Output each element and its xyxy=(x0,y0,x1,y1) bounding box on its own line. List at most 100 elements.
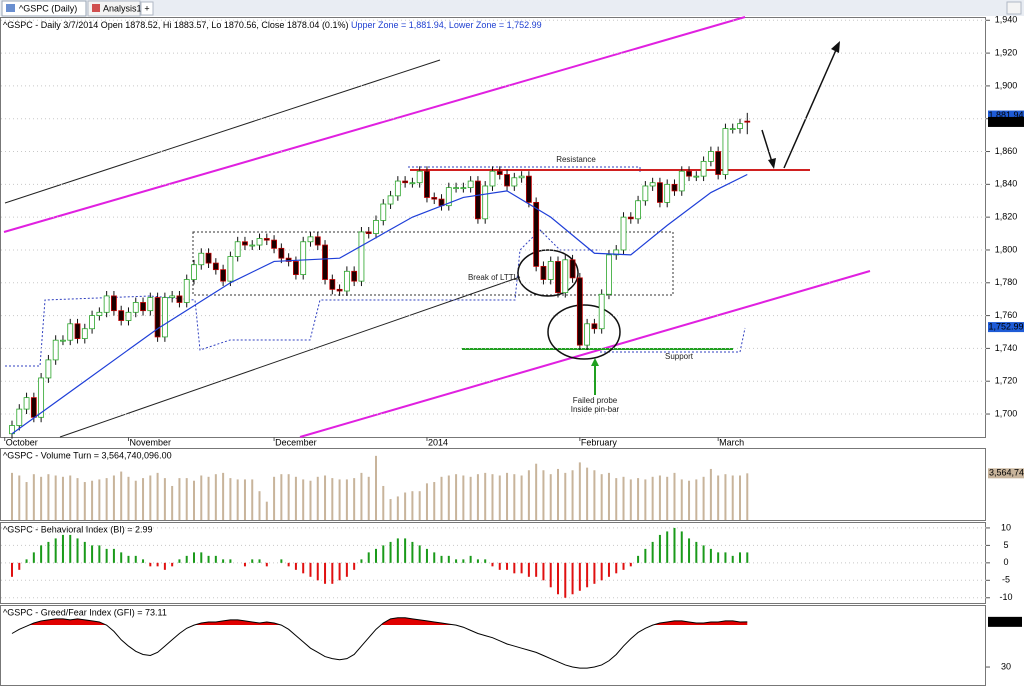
bar xyxy=(731,475,734,520)
candle-body xyxy=(431,197,438,200)
chart-title: ^GSPC - Behavioral Index (BI) = 2.99 xyxy=(3,524,153,534)
tab[interactable] xyxy=(1,0,87,17)
bar xyxy=(520,475,523,520)
bar xyxy=(178,478,181,520)
bar xyxy=(134,480,137,520)
bar xyxy=(200,475,203,520)
bar xyxy=(142,559,145,563)
bar xyxy=(338,562,341,581)
candle-body xyxy=(729,128,736,130)
bar xyxy=(455,474,458,520)
bar xyxy=(105,548,108,563)
bar xyxy=(105,478,108,520)
bar xyxy=(382,545,385,563)
highlight-ellipse[interactable] xyxy=(517,249,579,297)
highlight-ellipse[interactable] xyxy=(547,304,621,360)
bar xyxy=(418,491,421,520)
bar xyxy=(476,559,479,563)
candle-body xyxy=(722,128,729,175)
bar xyxy=(69,534,72,563)
close-button[interactable] xyxy=(1006,1,1022,15)
bar xyxy=(615,478,618,520)
candle-body xyxy=(118,310,125,321)
candle-body xyxy=(635,200,641,220)
arrow[interactable] xyxy=(783,49,837,169)
candle-body xyxy=(81,328,88,339)
trend-line[interactable] xyxy=(4,59,441,204)
bar xyxy=(637,478,640,520)
price-label-bg xyxy=(988,110,1024,121)
bar xyxy=(324,475,327,520)
candle-body xyxy=(45,359,52,379)
candle-body xyxy=(322,244,328,280)
bar xyxy=(258,491,261,520)
candle-body xyxy=(300,241,307,275)
bar xyxy=(469,476,472,520)
candle-body xyxy=(467,180,474,189)
bar xyxy=(513,474,516,520)
candle-body xyxy=(351,270,358,282)
bar xyxy=(47,474,50,520)
bar xyxy=(91,480,94,520)
bar xyxy=(425,483,428,520)
candle-body xyxy=(38,377,45,418)
bar xyxy=(367,476,370,520)
trend-channel-line[interactable] xyxy=(299,270,871,438)
x-tick-label: March xyxy=(719,437,744,447)
bar xyxy=(171,562,174,567)
arrow-head xyxy=(591,358,599,366)
bar xyxy=(600,562,603,581)
candle-body xyxy=(60,339,66,342)
annotation: Failed probe xyxy=(573,396,618,405)
bar xyxy=(265,562,268,567)
bar xyxy=(302,479,305,520)
bar xyxy=(375,455,377,520)
bar xyxy=(527,562,530,577)
candle-body xyxy=(191,264,197,280)
bar xyxy=(345,562,348,577)
candle-body xyxy=(161,297,168,338)
tab-label[interactable]: Analysis1 xyxy=(103,3,142,13)
bar xyxy=(331,562,334,584)
bar xyxy=(229,559,232,563)
bar xyxy=(498,475,501,520)
bar xyxy=(316,476,319,520)
bar xyxy=(61,476,64,520)
bar xyxy=(76,478,79,520)
y-tick-label: 1,700 xyxy=(995,408,1018,418)
candle-body xyxy=(307,236,314,243)
line xyxy=(11,617,748,669)
price-label: 1,881.94 xyxy=(988,110,1023,120)
bar xyxy=(564,472,567,520)
tab-icon xyxy=(92,4,100,12)
y-tick-label: 1,760 xyxy=(995,310,1018,320)
bar xyxy=(207,476,210,520)
range-box[interactable] xyxy=(192,231,674,296)
tab[interactable] xyxy=(87,0,141,17)
candle-body xyxy=(74,323,81,339)
tab-label[interactable]: ^GSPC (Daily) xyxy=(19,3,77,13)
bar xyxy=(112,548,115,563)
bar xyxy=(127,555,130,563)
bar xyxy=(185,555,188,563)
bar xyxy=(185,478,188,520)
candle-body xyxy=(613,249,620,256)
bar xyxy=(360,472,363,520)
arrow[interactable] xyxy=(761,129,773,163)
y-tick-label: 1,920 xyxy=(995,47,1018,57)
trend-line[interactable] xyxy=(59,276,521,438)
new-tab-icon[interactable]: + xyxy=(144,3,149,13)
bar xyxy=(149,562,152,567)
new-tab-button[interactable] xyxy=(140,1,154,16)
bar xyxy=(243,562,246,567)
bar xyxy=(193,480,195,520)
upper-zone: Upper Zone = 1,881.94, xyxy=(351,20,446,30)
candle-body xyxy=(649,182,656,187)
bar xyxy=(375,548,377,563)
arrow-head xyxy=(768,158,776,169)
bar xyxy=(149,475,152,520)
candle-body xyxy=(475,180,481,220)
bar xyxy=(367,552,370,563)
candle-body xyxy=(591,323,598,330)
bar xyxy=(724,552,727,563)
